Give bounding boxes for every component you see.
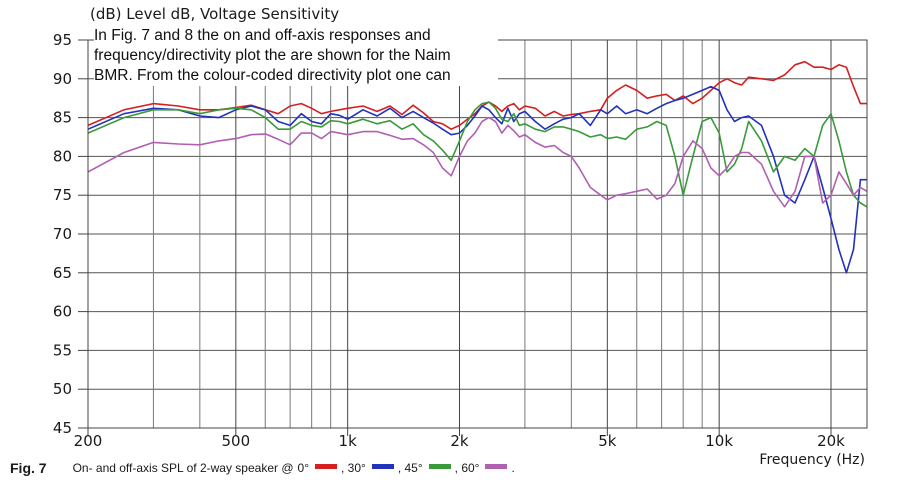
legend-label-30: , 30° <box>341 461 366 475</box>
legend-swatch-45 <box>428 463 451 469</box>
y-tick-label: 45 <box>53 419 72 437</box>
legend-label-0: 0° <box>297 461 309 475</box>
y-tick-label: 55 <box>53 341 72 359</box>
chart-title: (dB) Level dB, Voltage Sensitivity <box>90 5 340 23</box>
y-tick-label: 60 <box>53 303 72 321</box>
x-tick-label: 20k <box>817 432 845 450</box>
annotation-line: BMR. From the colour-coded directivity p… <box>94 67 451 84</box>
y-tick-label: 65 <box>53 264 72 282</box>
caption-text: On- and off-axis SPL of 2-way speaker @ <box>72 461 294 475</box>
x-axis-title: Frequency (Hz) <box>759 452 865 468</box>
x-tick-label: 1k <box>339 432 358 450</box>
legend-end: . <box>511 461 515 475</box>
y-tick-label: 90 <box>53 70 72 88</box>
annotation-line: frequency/directivity plot the are shown… <box>94 47 451 64</box>
curves <box>87 60 868 274</box>
x-tick-label: 2k <box>450 432 469 450</box>
y-tick-label: 80 <box>53 147 72 165</box>
y-tick-label: 95 <box>53 31 72 49</box>
figure-number: Fig. 7 <box>10 460 47 476</box>
x-tick-label: 10k <box>705 432 733 450</box>
legend-swatch-0 <box>315 463 337 469</box>
legend-swatch-30 <box>371 463 394 469</box>
figure-caption: Fig. 7 On- and off-axis SPL of 2-way spe… <box>10 460 515 476</box>
ticks: 45 50 55 60 65 70 75 80 85 90 95 200 500 1k 2k 5k 10k 20k <box>53 31 845 450</box>
y-tick-label: 70 <box>53 225 72 243</box>
series-line-2 <box>87 101 868 208</box>
x-tick-label: 5k <box>598 432 617 450</box>
y-tick-label: 75 <box>53 186 72 204</box>
annotation-box: In Fig. 7 and 8 the on and off-axis resp… <box>94 26 498 86</box>
x-tick-label: 200 <box>74 432 103 450</box>
y-tick-label: 85 <box>53 109 72 127</box>
series-line-3 <box>87 116 868 208</box>
annotation-line: In Fig. 7 and 8 the on and off-axis resp… <box>94 27 431 44</box>
series-line-1 <box>87 85 867 274</box>
legend-label-45: , 45° <box>397 461 423 475</box>
grid <box>87 39 867 436</box>
y-tick-label: 50 <box>53 380 72 398</box>
legend-swatch-60 <box>485 463 508 469</box>
x-tick-label: 500 <box>222 432 251 450</box>
series-line-0 <box>87 60 867 130</box>
legend-label-60: , 60° <box>454 461 480 475</box>
